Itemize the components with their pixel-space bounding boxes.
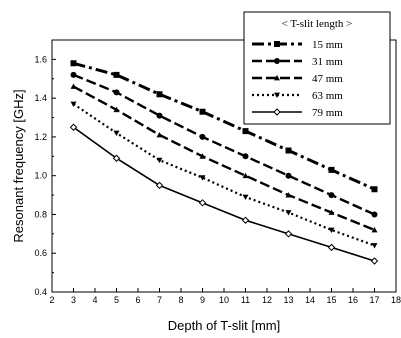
legend-title: < T-slit length > [282,18,353,30]
data-point [241,216,250,224]
data-point [156,91,163,98]
data-point [285,210,292,216]
legend-marker [274,41,280,47]
data-point [113,106,120,113]
data-point [70,83,77,89]
x-tick-label: 15 [326,295,336,305]
x-tick-label: 16 [348,295,358,305]
data-point [155,181,164,190]
data-point [371,226,378,233]
x-tick-label: 8 [178,295,183,305]
data-point [70,101,77,107]
data-point [285,192,292,198]
legend-entry: 47 mm [252,73,343,85]
series-line [73,61,376,191]
data-point [328,192,335,199]
data-point [70,60,77,67]
series-79-mm [69,123,379,265]
data-point [112,154,121,162]
x-tick-label: 18 [391,295,401,305]
legend-entry: 63 mm [252,90,343,102]
data-point [199,153,206,159]
y-tick-label: 1.0 [34,171,47,181]
data-point [242,128,249,135]
y-tick-label: 1.6 [34,54,47,64]
series-line [73,126,375,262]
x-tick-label: 12 [262,295,272,305]
data-point [199,175,206,181]
data-point [242,172,249,179]
data-point [113,89,120,96]
data-point [70,71,77,78]
series-line [72,85,375,232]
data-point [199,108,206,115]
legend-entry: 15 mm [252,39,343,51]
legend-box [243,11,391,125]
series-line [72,103,375,247]
data-point [285,172,292,179]
data-point [199,133,206,140]
x-tick-label: 9 [200,295,205,305]
series-47-mm [70,83,378,233]
data-point [113,71,120,78]
data-point [328,166,335,173]
series-31-mm [70,71,378,218]
legend-entry: 79 mm [252,107,343,119]
y-tick-label: 0.4 [34,287,47,297]
legend-label: 47 mm [312,73,343,85]
legend-marker [274,92,280,98]
x-tick-label: 14 [305,295,315,305]
data-point [327,243,336,252]
data-point [156,157,163,164]
x-tick-label: 11 [241,295,250,305]
x-axis-title: Depth of T-slit [mm] [168,318,280,333]
legend-marker [274,58,280,64]
legend: < T-slit length > 15 mm 31 mm 47 mm 63 mm 79… [243,11,391,125]
y-tick-label: 1.2 [34,132,47,142]
data-point [69,123,78,131]
legend-label: 15 mm [312,39,343,51]
x-tick-label: 13 [283,295,293,305]
x-tick-label: 3 [71,295,76,305]
legend-marker [274,75,280,81]
data-point [242,194,249,201]
x-tick-label: 17 [369,295,379,305]
x-tick-label: 4 [92,295,97,305]
data-point [113,130,120,137]
x-tick-label: 6 [135,295,140,305]
data-point [371,186,378,193]
x-tick-label: 2 [49,295,54,305]
y-tick-label: 0.6 [34,248,47,258]
series-63-mm [70,101,378,249]
y-tick-label: 1.4 [34,93,47,103]
data-point [285,147,292,154]
data-point [242,153,249,160]
data-point [371,243,378,249]
x-tick-label: 10 [219,295,229,305]
x-tick-label: 5 [114,295,119,305]
data-point [198,199,207,207]
data-point [284,230,293,238]
data-point [370,257,379,265]
data-point [371,211,378,218]
legend-label: 79 mm [312,107,343,119]
series-15-mm [70,60,378,193]
data-point [328,209,335,215]
legend-marker [273,108,281,116]
data-point [328,227,335,233]
legend-label: 63 mm [312,90,343,102]
y-tick-label: 0.8 [34,209,47,219]
data-point [156,131,163,138]
legend-label: 31 mm [312,56,343,68]
x-tick-label: 7 [157,295,162,305]
legend-entry: 31 mm [252,56,343,68]
data-point [156,112,163,119]
axes: 2 3 4 5 6 7 8 9 10 11 12 13 14 15 16 17 18 0.4 0.6 0.8 1.0 1.… [34,54,401,305]
series-layer [69,60,379,265]
y-axis-title: Resonant frequency [GHz] [11,89,26,242]
